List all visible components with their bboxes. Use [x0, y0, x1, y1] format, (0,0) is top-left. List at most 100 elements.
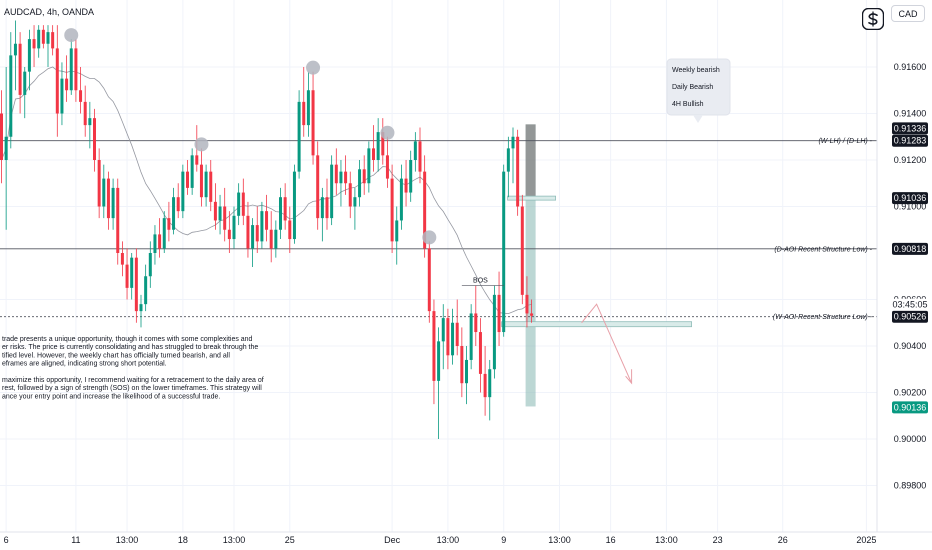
- candle-body: [134, 257, 138, 312]
- time-tick-label: 25: [285, 535, 295, 545]
- price-label-text: 0.90136: [894, 402, 927, 412]
- time-tick-label: 9: [501, 535, 506, 545]
- candle-down: [79, 67, 83, 114]
- candle-body: [144, 276, 148, 305]
- candle-body: [492, 294, 496, 370]
- candle-body: [153, 234, 157, 253]
- currency-button[interactable]: CAD: [891, 5, 925, 22]
- price-tick-label: 0.91400: [894, 109, 927, 119]
- candle-body: [274, 229, 278, 249]
- candle-up: [153, 225, 157, 265]
- candle-down: [483, 346, 487, 416]
- zones-layer: [501, 124, 693, 407]
- time-axis[interactable]: 6 11 13:00 18 13:00 25 Dec 13:00 9 13:00 16 13:00 23…: [4, 535, 877, 545]
- candle-body: [260, 211, 264, 242]
- candle-body: [339, 171, 343, 184]
- swing-high-marker: [306, 60, 321, 75]
- candles-layer: [0, 20, 534, 439]
- candle-body: [488, 369, 492, 398]
- candle-down: [525, 276, 529, 328]
- candle-body: [516, 136, 520, 207]
- candle-body: [474, 313, 478, 333]
- time-tick-label: 13:00: [655, 535, 678, 545]
- candle-body: [465, 359, 468, 384]
- price-tick-label: 0.91200: [894, 155, 927, 165]
- candle-body: [111, 187, 115, 219]
- candle-down: [106, 171, 110, 230]
- candle-body: [441, 318, 445, 342]
- candle-up: [306, 71, 310, 137]
- candle-up: [469, 304, 473, 370]
- candle-body: [251, 225, 255, 249]
- candle-body: [65, 78, 69, 91]
- candle-down: [213, 183, 217, 230]
- price-label-text: 0.91336: [894, 123, 927, 133]
- timeframe-box-pointer: [693, 115, 703, 123]
- candle-down: [460, 327, 464, 398]
- candle-body: [469, 313, 473, 360]
- candle-body: [223, 206, 227, 230]
- candle-up: [506, 136, 510, 198]
- candle-body: [116, 187, 120, 253]
- candle-body: [69, 48, 73, 91]
- candle-down: [167, 201, 171, 242]
- candle-body: [362, 169, 366, 184]
- analysis-text-line: tified level. However, the weekly chart …: [2, 352, 230, 359]
- candle-down: [93, 108, 96, 172]
- price-tick-label: 0.90400: [894, 341, 927, 351]
- candle-down: [246, 201, 250, 258]
- candle-up: [23, 67, 27, 119]
- candle-up: [27, 29, 31, 91]
- candle-up: [4, 67, 8, 230]
- time-tick-label: 26: [778, 535, 788, 545]
- swing-high-marker: [194, 137, 209, 152]
- candle-up: [395, 206, 399, 265]
- tradingview-s-logo-icon[interactable]: [861, 7, 885, 31]
- candle-body: [120, 253, 124, 265]
- time-tick-label: Dec: [384, 535, 401, 545]
- candle-up: [502, 164, 506, 337]
- candle-down: [255, 206, 259, 253]
- candle-up: [274, 220, 278, 258]
- candle-down: [0, 90, 3, 184]
- price-label-badge: [892, 310, 928, 323]
- candle-up: [279, 187, 282, 240]
- price-label-badge: [892, 242, 928, 255]
- candle-down: [223, 187, 227, 242]
- candle-up: [251, 218, 255, 267]
- candle-down: [269, 211, 273, 263]
- candle-down: [51, 25, 55, 56]
- candle-up: [218, 194, 222, 235]
- symbol-label[interactable]: AUDCAD, 4h, OANDA: [4, 7, 94, 17]
- candle-up: [37, 25, 41, 58]
- candle-body: [9, 55, 13, 137]
- candle-body: [511, 136, 515, 149]
- candle-down: [120, 241, 124, 277]
- candle-body: [23, 71, 27, 95]
- candle-up: [9, 32, 13, 149]
- candle-body: [446, 318, 450, 356]
- candle-down: [316, 141, 320, 230]
- candle-body: [88, 118, 92, 126]
- candle-body: [167, 218, 171, 230]
- candle-body: [172, 197, 176, 230]
- candle-body: [334, 164, 338, 184]
- candle-body: [283, 197, 287, 221]
- candle-body: [520, 206, 524, 295]
- analysis-text-line: er risks. The price is currently consoli…: [2, 344, 258, 351]
- candle-body: [525, 294, 529, 314]
- candle-body: [497, 294, 501, 333]
- candle-up: [144, 264, 148, 312]
- candle-down: [385, 136, 389, 188]
- candle-body: [297, 101, 301, 172]
- candle-body: [162, 218, 166, 249]
- analysis-text-line: eframes are aligned, indicating strong s…: [2, 361, 167, 368]
- candle-down: [516, 129, 520, 216]
- timeframe-bias-line: 4H Bullish: [672, 101, 704, 108]
- candle-body: [60, 78, 64, 114]
- candle-up: [69, 39, 73, 95]
- candle-up: [190, 148, 194, 195]
- candle-body: [41, 29, 45, 44]
- candle-body: [139, 304, 143, 312]
